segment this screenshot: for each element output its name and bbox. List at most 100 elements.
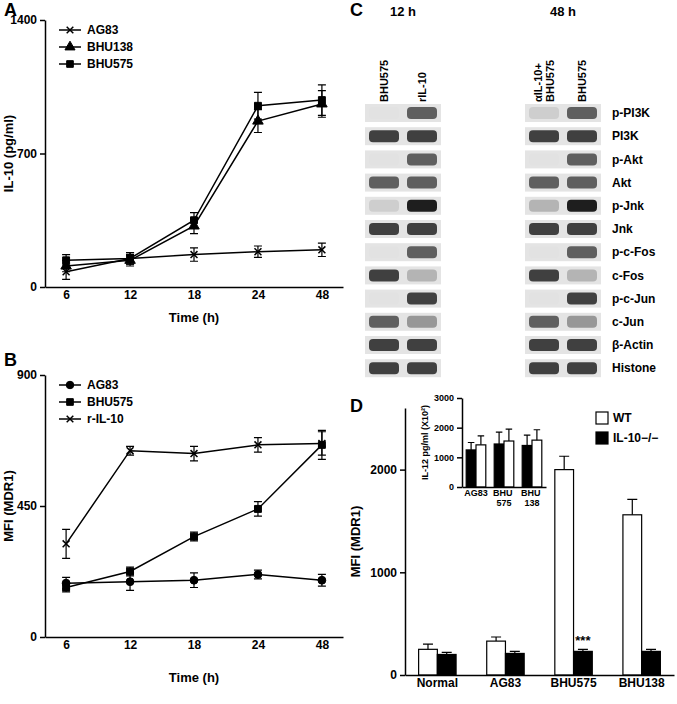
row-label: β-Actin: [612, 338, 653, 352]
y-tick: 1400: [10, 13, 45, 27]
y-tick: 1000: [434, 453, 462, 463]
x-tick-label: BHU 575: [493, 488, 515, 508]
panel-title: C: [350, 0, 363, 20]
error-bar: [62, 529, 70, 558]
y-tick-label: 0: [390, 668, 397, 682]
x-tick: 18: [188, 637, 202, 652]
error-bar: [318, 85, 326, 116]
data-point: [63, 540, 70, 547]
x-tick-label: AG83: [464, 488, 488, 498]
y-tick-label: 900: [17, 368, 37, 382]
error-bar: [254, 502, 262, 517]
y-tick: 2000: [434, 423, 462, 433]
blot-strip: [365, 336, 441, 354]
legend-swatch: [596, 412, 608, 424]
blot-band: [567, 339, 597, 351]
blot-band: [529, 153, 559, 165]
error-bar: [578, 649, 588, 651]
data-point: [318, 576, 326, 584]
axis: 0100020003000: [434, 393, 463, 492]
lane-label: BHU575: [378, 60, 390, 102]
bar: [532, 440, 542, 487]
legend-item: r-IL-10: [59, 412, 124, 426]
x-tick: BHU138: [619, 675, 665, 690]
blot-strip: [525, 336, 601, 354]
annotation: ***: [575, 633, 591, 648]
legend-item: BHU575: [59, 395, 133, 409]
y-tick: 0: [390, 668, 405, 682]
blot-strip: [525, 359, 601, 377]
blot-band: [567, 130, 597, 142]
legend-marker: [67, 399, 74, 406]
y-axis-title: IL-12 pg/ml (X10²): [420, 405, 430, 480]
data-point: [190, 576, 198, 584]
axis: AG83BHU 575BHU 138: [463, 487, 547, 508]
axis: 010002000: [370, 409, 405, 683]
plot-area: [419, 456, 661, 675]
blot-band: [529, 246, 559, 258]
row-label: PI3K: [612, 129, 639, 143]
y-axis-title: MFI (MDR1): [348, 506, 363, 578]
data-point: [125, 254, 136, 263]
blot-band: [567, 269, 597, 281]
x-tick-label: 6: [63, 288, 70, 302]
bar: [574, 651, 593, 675]
y-tick-label: 1000: [370, 566, 397, 580]
row-label: p-c-Jun: [612, 292, 655, 306]
blot-band: [529, 293, 559, 305]
x-axis-title: Time (h): [169, 670, 219, 685]
bar: [487, 641, 506, 675]
legend-marker: [66, 381, 73, 388]
axis: 612182448: [46, 287, 344, 302]
blot-strip: [525, 220, 601, 238]
legend-item: BHU138: [59, 40, 133, 54]
blot-band: [567, 223, 597, 235]
legend-item: BHU575: [59, 57, 133, 71]
blot-band: [529, 316, 559, 328]
axis-line: [405, 409, 407, 676]
legend-item: WT: [596, 411, 632, 425]
y-tick-label: 450: [17, 499, 37, 513]
x-tick-label: 48: [316, 638, 330, 652]
y-tick: 1000: [370, 566, 405, 580]
blot-band: [407, 130, 437, 142]
error-bar: [496, 432, 503, 444]
blot-strip: [525, 313, 601, 331]
data-point: [191, 217, 198, 224]
error-bar: [442, 652, 452, 654]
y-tick-mark: [40, 506, 45, 508]
x-tick: Normal: [417, 675, 458, 690]
x-tick: 6: [63, 287, 70, 302]
data-point: [254, 441, 261, 448]
blot-strip: [365, 359, 441, 377]
blot-band: [567, 107, 597, 119]
blot-band: [567, 200, 597, 212]
data-point: [127, 447, 134, 454]
blot-strip: [525, 266, 601, 284]
bar: [504, 441, 514, 487]
error-bar: [254, 92, 262, 119]
blot-strip: [525, 174, 601, 192]
legend-marker: [67, 61, 74, 68]
blot-strip: [365, 150, 441, 168]
y-tick-mark: [40, 375, 45, 377]
row-label: Histone: [612, 361, 656, 375]
legend-label: BHU138: [87, 40, 133, 54]
blot-band: [407, 200, 437, 212]
lane-label: αIL-10+ BHU575: [532, 60, 556, 102]
blot-band: [529, 130, 559, 142]
x-tick: 24: [252, 637, 266, 652]
panel: 0100020003000AG83BHU 575BHU 138IL-12 pg/…: [420, 393, 547, 508]
axis: 612182448: [46, 637, 344, 652]
series-line: [66, 104, 322, 266]
y-tick-mark: [40, 637, 45, 639]
blot-band: [407, 223, 437, 235]
blot-band: [407, 177, 437, 189]
blot-band: [567, 246, 597, 258]
blot-band: [529, 269, 559, 281]
data-point: [254, 505, 261, 512]
bar: [437, 654, 456, 675]
blot-band: [567, 293, 597, 305]
error-bar: [62, 255, 70, 266]
bar: [555, 470, 574, 675]
